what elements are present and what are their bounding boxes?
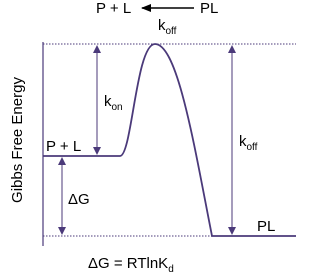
- koff-sub: off: [247, 142, 258, 153]
- equation-main: ΔG = RTlnK: [88, 255, 168, 272]
- kon-main: k: [104, 93, 112, 110]
- equation: ΔG = RTlnKd: [88, 255, 174, 275]
- rate-sub: off: [166, 26, 177, 37]
- koff-main: k: [239, 133, 247, 150]
- koff-label: koff: [239, 133, 258, 153]
- kon-sub: on: [112, 102, 123, 113]
- axis-label: Gibbs Free Energy: [9, 77, 26, 203]
- header-right: PL: [200, 0, 218, 17]
- energy-diagram: P + L PL koff Gibbs Free Energy P + L PL…: [9, 0, 296, 275]
- energy-curve: [43, 43, 296, 237]
- reactant-label: P + L: [46, 138, 81, 155]
- header-rate: koff: [158, 17, 177, 37]
- dg-label: ΔG: [68, 191, 90, 208]
- equation-sub: d: [168, 264, 174, 275]
- header-left: P + L: [96, 0, 131, 17]
- kon-label: kon: [104, 93, 123, 113]
- product-label: PL: [257, 218, 275, 235]
- rate-main: k: [158, 17, 166, 34]
